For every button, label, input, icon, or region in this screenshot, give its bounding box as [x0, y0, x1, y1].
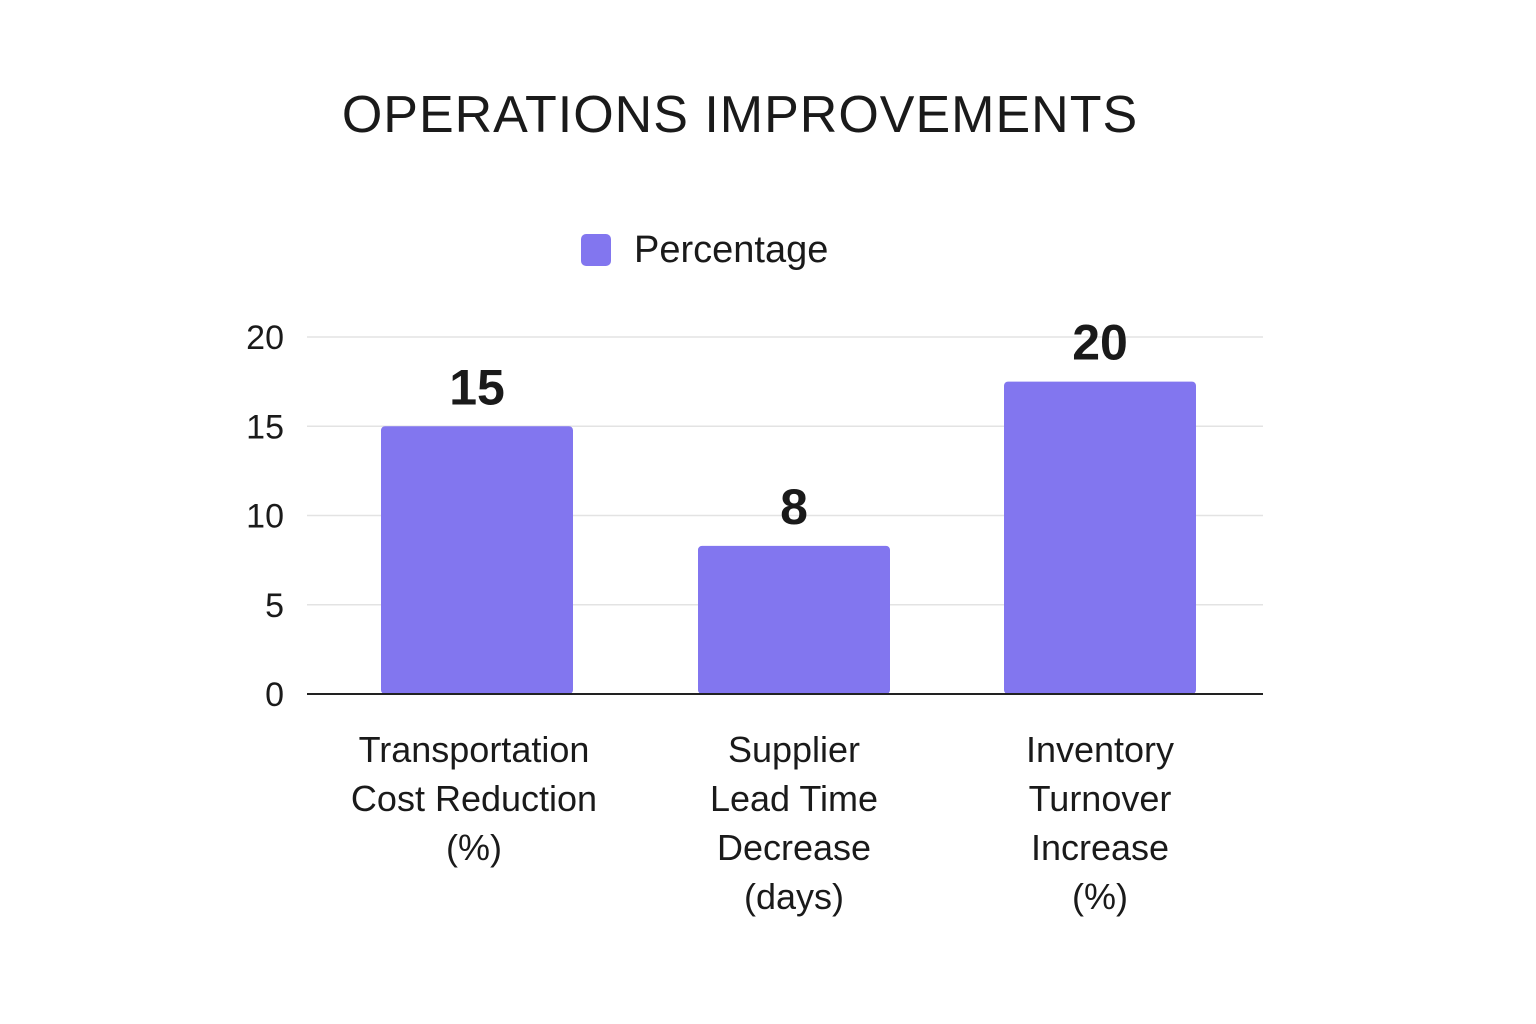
x-tick-label: Transportation Cost Reduction (%): [351, 729, 597, 868]
x-tick-label-line: Transportation: [359, 729, 590, 770]
y-tick-label: 20: [246, 319, 284, 357]
bar-data-label: 15: [449, 359, 505, 415]
x-tick-label-line: (days): [744, 876, 844, 917]
x-tick-label-line: Supplier: [728, 729, 860, 770]
chart-title: OPERATIONS IMPROVEMENTS: [342, 86, 1138, 144]
x-tick-label-line: (%): [446, 827, 502, 868]
x-tick-label-line: Turnover: [1029, 778, 1172, 819]
bar: [698, 545, 890, 694]
x-tick-label-line: Inventory: [1026, 729, 1174, 770]
x-tick-label-line: (%): [1072, 876, 1128, 917]
bar: [381, 426, 573, 694]
bar-data-label: 8: [780, 479, 808, 535]
bar: [1004, 381, 1196, 694]
x-tick-label-line: Lead Time: [710, 778, 878, 819]
legend-swatch: [581, 234, 611, 266]
bar-data-label: 20: [1072, 315, 1128, 371]
x-tick-label: Supplier Lead Time Decrease (days): [710, 729, 878, 917]
y-tick-label: 0: [265, 676, 284, 714]
x-tick-label: Inventory Turnover Increase (%): [1026, 729, 1174, 917]
x-tick-label-line: Decrease: [717, 827, 871, 868]
x-axis: Transportation Cost Reduction (%) Supplier L…: [351, 729, 1174, 917]
x-tick-label-line: Increase: [1031, 827, 1169, 868]
y-tick-label: 5: [265, 587, 284, 625]
x-tick-label-line: Cost Reduction: [351, 778, 597, 819]
bars: [381, 381, 1196, 694]
legend-label: Percentage: [634, 229, 828, 271]
y-axis: 0 5 10 15 20: [246, 319, 284, 714]
y-tick-label: 15: [246, 408, 284, 446]
legend: Percentage: [581, 229, 828, 271]
y-tick-label: 10: [246, 498, 284, 536]
data-labels: 15 8 20: [449, 315, 1128, 535]
